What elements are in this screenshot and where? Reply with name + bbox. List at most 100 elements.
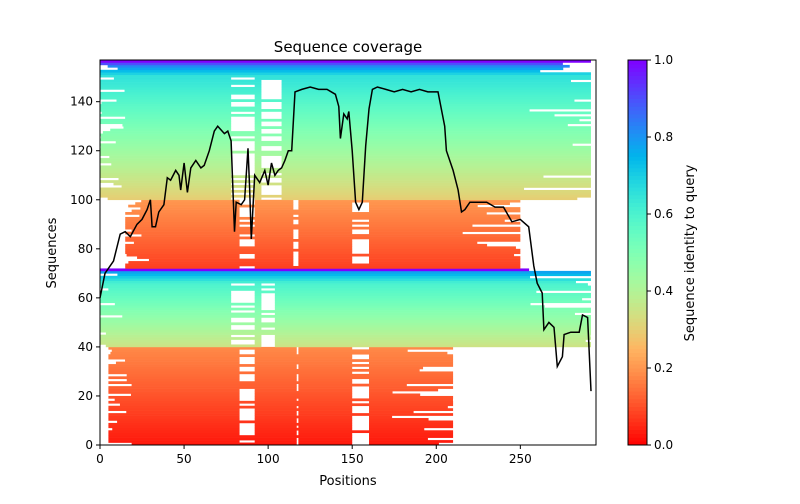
sequence-segment xyxy=(254,153,591,156)
sequence-segment xyxy=(254,167,591,171)
sequence-segment xyxy=(125,263,294,267)
colorbar-swatch xyxy=(628,321,647,327)
sequence-segment xyxy=(369,354,454,358)
colorbar-swatch xyxy=(628,117,647,123)
sequence-segment xyxy=(369,391,393,394)
sequence-segment xyxy=(274,305,545,308)
colorbar-swatch xyxy=(628,148,647,153)
sequence-segment xyxy=(254,359,454,362)
colorbar-swatch xyxy=(628,160,647,165)
sequence-segment xyxy=(369,209,521,213)
sequence-segment xyxy=(254,116,262,120)
colorbar-swatch xyxy=(628,368,647,373)
sequence-segment xyxy=(100,113,262,117)
sequence-segment xyxy=(254,334,262,338)
x-tick-label: 200 xyxy=(425,452,448,466)
sequence-segment xyxy=(100,194,591,198)
sequence-segment xyxy=(274,295,591,299)
sequence-segment xyxy=(369,422,454,426)
sequence-segment xyxy=(100,278,591,282)
sequence-segment xyxy=(101,111,232,115)
sequence-segment xyxy=(369,356,454,360)
sequence-segment xyxy=(298,373,454,377)
colorbar-swatch xyxy=(628,291,647,296)
sequence-segment xyxy=(298,376,454,380)
sequence-segment xyxy=(254,94,262,98)
sequence-segment xyxy=(100,165,232,169)
sequence-segment xyxy=(369,224,473,228)
sequence-segment xyxy=(108,440,240,443)
sequence-segment xyxy=(254,126,591,129)
sequence-segment xyxy=(298,234,521,237)
sequence-segment xyxy=(121,185,262,188)
colorbar-swatch xyxy=(628,264,647,269)
sequence-segment xyxy=(125,224,240,228)
colorbar-swatch xyxy=(628,325,647,330)
sequence-segment xyxy=(254,319,262,323)
sequence-segment xyxy=(108,388,240,392)
sequence-segment xyxy=(125,219,240,223)
sequence-segment xyxy=(281,113,555,117)
sequence-segment xyxy=(130,393,240,397)
sequence-segment xyxy=(281,180,591,183)
sequence-segment xyxy=(254,395,353,399)
colorbar-swatch xyxy=(628,129,647,134)
sequence-segment xyxy=(100,337,262,340)
colorbar-swatch xyxy=(628,394,647,400)
sequence-segment xyxy=(123,126,232,129)
sequence-segment xyxy=(100,339,232,343)
colorbar-swatch xyxy=(628,352,647,357)
sequence-segment xyxy=(254,351,297,355)
sequence-segment xyxy=(126,253,240,257)
sequence-segment xyxy=(254,209,353,213)
sequence-segment xyxy=(254,212,487,215)
colorbar-swatch xyxy=(628,163,647,169)
sequence-segment xyxy=(281,148,591,152)
sequence-segment xyxy=(298,231,353,235)
sequence-segment xyxy=(100,290,232,294)
sequence-segment xyxy=(298,241,353,245)
sequence-segment xyxy=(107,197,232,201)
colorbar-swatch xyxy=(628,425,647,431)
sequence-segment xyxy=(298,263,521,267)
colorbar-swatch xyxy=(628,344,647,350)
colorbar-swatch xyxy=(628,391,647,396)
sequence-segment xyxy=(254,290,537,294)
colorbar-tick-label: 0.0 xyxy=(654,438,673,452)
y-axis-ticks: 0 20 40 60 80 100 120 140 xyxy=(70,95,100,452)
sequence-segment xyxy=(281,101,591,105)
sequence-segment xyxy=(254,432,297,436)
sequence-segment xyxy=(254,361,353,365)
colorbar-swatch xyxy=(628,402,647,407)
sequence-segment xyxy=(369,435,454,438)
sequence-segment xyxy=(281,106,591,110)
sequence-segment xyxy=(140,207,240,210)
sequence-segment xyxy=(281,192,591,196)
colorbar-tick-label: 1.0 xyxy=(654,53,673,67)
sequence-segment xyxy=(369,229,521,232)
sequence-segment xyxy=(254,145,262,149)
sequence-segment xyxy=(125,265,240,269)
colorbar-swatch xyxy=(628,75,647,80)
colorbar-swatch xyxy=(628,63,647,69)
sequence-segment xyxy=(298,398,453,402)
sequence-segment xyxy=(254,408,353,411)
sequence-segment xyxy=(298,413,454,416)
sequence-segment xyxy=(100,327,232,331)
colorbar-swatch xyxy=(628,418,647,423)
colorbar-swatch xyxy=(628,171,647,176)
sequence-segment xyxy=(281,138,591,142)
sequence-segment xyxy=(100,91,262,95)
sequence-segment xyxy=(254,295,262,299)
sequence-segment xyxy=(369,378,454,382)
colorbar-swatch xyxy=(628,437,647,442)
colorbar-label: Sequence identity to query xyxy=(683,164,698,341)
plot-frame xyxy=(99,59,597,446)
colorbar-swatch xyxy=(628,314,647,319)
colorbar-swatch xyxy=(628,190,647,196)
sequence-segment xyxy=(100,167,232,171)
sequence-segment xyxy=(369,400,454,404)
sequence-segment xyxy=(113,77,232,80)
sequence-segment xyxy=(281,128,591,132)
